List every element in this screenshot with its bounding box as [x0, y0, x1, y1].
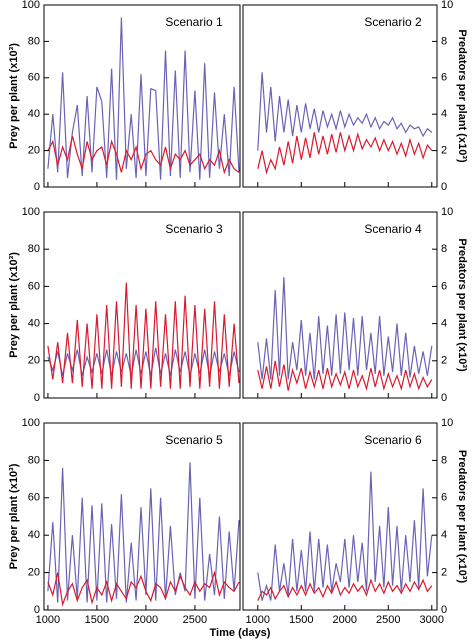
x-tick-label: 2000 — [134, 614, 158, 626]
plot-frame — [43, 211, 241, 399]
series-line — [257, 360, 433, 392]
y-tick-label: 60 — [28, 280, 40, 292]
y2-tick-label: 4 — [441, 108, 447, 120]
y2-tick-label: 8 — [441, 243, 447, 255]
y-tick-label: 60 — [28, 492, 40, 504]
y-axis-label: Prey per plant (x10³) — [8, 463, 20, 569]
x-tick-label: 1500 — [85, 614, 109, 626]
y-tick-label: 20 — [28, 567, 40, 579]
y2-tick-label: 0 — [441, 392, 447, 404]
y2-tick-label: 0 — [441, 181, 447, 193]
series-line — [257, 72, 433, 151]
y-tick-label: 40 — [28, 529, 40, 541]
y2-axis-label: Predators per plant (x10³) — [456, 238, 468, 372]
y2-axis-label: Predators per plant (x10³) — [456, 29, 468, 163]
y2-tick-label: 10 — [441, 0, 453, 11]
y-tick-label: 20 — [28, 145, 40, 157]
y-tick-label: 0 — [34, 604, 40, 616]
panel-title: Scenario 6 — [364, 433, 422, 447]
x-tick-label: 2000 — [333, 614, 357, 626]
y-tick-label: 80 — [28, 35, 40, 47]
y-tick-label: 100 — [22, 0, 40, 11]
y2-tick-label: 6 — [441, 280, 447, 292]
x-tick-label: 1500 — [289, 614, 313, 626]
plot-frame — [242, 422, 438, 611]
y2-tick-label: 2 — [441, 145, 447, 157]
y2-axis-label: Predators per plant (x10³) — [456, 450, 468, 584]
y-tick-label: 80 — [28, 454, 40, 466]
y-tick-label: 40 — [28, 318, 40, 330]
x-tick-label: 2500 — [183, 614, 207, 626]
x-axis-label: Time (days) — [210, 627, 271, 639]
y2-tick-label: 6 — [441, 72, 447, 84]
panel-title: Scenario 4 — [364, 222, 422, 236]
series-line — [257, 578, 433, 601]
series-line — [47, 570, 240, 607]
y2-tick-label: 4 — [441, 529, 447, 541]
y2-tick-label: 10 — [441, 206, 453, 218]
series-line — [257, 471, 433, 601]
plot-frame — [43, 422, 241, 611]
y2-tick-label: 8 — [441, 35, 447, 47]
x-tick-label: 2500 — [376, 614, 400, 626]
y-tick-label: 0 — [34, 181, 40, 193]
y2-tick-label: 6 — [441, 492, 447, 504]
series-line — [47, 462, 240, 603]
y-axis-label: Prey per plant (x10³) — [8, 43, 20, 149]
y2-tick-label: 2 — [441, 355, 447, 367]
y2-tick-label: 0 — [441, 604, 447, 616]
y-tick-label: 80 — [28, 243, 40, 255]
panel-title: Scenario 3 — [165, 222, 223, 236]
series-line — [47, 135, 240, 175]
x-tick-label: 1000 — [36, 614, 60, 626]
series-line — [257, 131, 433, 175]
y-tick-label: 60 — [28, 72, 40, 84]
y-tick-label: 100 — [22, 417, 40, 429]
plot-frame — [242, 211, 438, 399]
y2-tick-label: 4 — [441, 318, 447, 330]
x-tick-label: 3000 — [420, 614, 444, 626]
y2-tick-label: 2 — [441, 567, 447, 579]
y2-tick-label: 8 — [441, 454, 447, 466]
y-tick-label: 40 — [28, 108, 40, 120]
x-tick-label: 1000 — [246, 614, 270, 626]
y-tick-label: 0 — [34, 392, 40, 404]
y-tick-label: 20 — [28, 355, 40, 367]
y2-tick-label: 10 — [441, 417, 453, 429]
panel-title: Scenario 2 — [364, 15, 422, 29]
plot-frame — [43, 4, 241, 188]
series-line — [47, 282, 240, 389]
series-line — [47, 347, 240, 376]
series-line — [257, 277, 433, 380]
y-tick-label: 100 — [22, 206, 40, 218]
panel-title: Scenario 1 — [165, 15, 223, 29]
panel-title: Scenario 5 — [165, 433, 223, 447]
series-line — [47, 17, 240, 180]
y-axis-label: Prey per plant (x10³) — [8, 252, 20, 358]
plot-frame — [242, 4, 438, 188]
